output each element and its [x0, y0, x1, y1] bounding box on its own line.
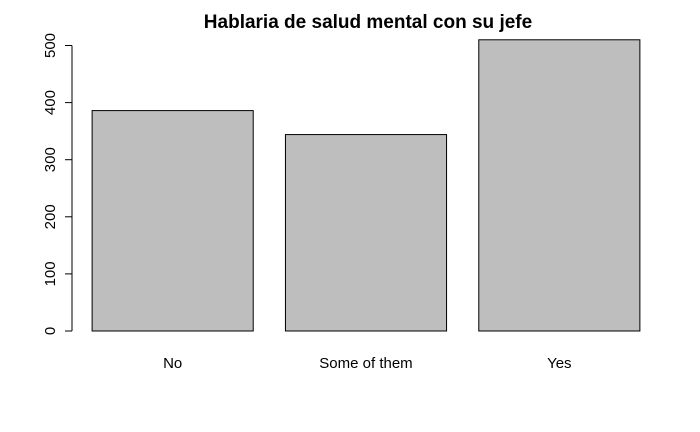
y-tick-label: 500 [42, 33, 59, 58]
bar-some-of-them [284, 134, 448, 332]
bar-yes [478, 39, 641, 332]
chart-title: Hablaria de salud mental con su jefe [204, 12, 532, 33]
y-axis: 0 100 200 300 400 500 [42, 33, 73, 335]
x-category-label: Some of them [319, 355, 412, 372]
bars [91, 39, 641, 332]
x-category-label: Yes [547, 355, 571, 372]
y-tick-label: 300 [42, 147, 59, 172]
x-axis-labels: No Some of them Yes [163, 355, 572, 372]
bar-no [91, 110, 254, 332]
y-tick-label: 0 [42, 327, 59, 335]
x-category-label: No [163, 355, 182, 372]
y-tick-label: 100 [42, 261, 59, 286]
y-tick-label: 400 [42, 90, 59, 115]
y-tick-label: 200 [42, 204, 59, 229]
